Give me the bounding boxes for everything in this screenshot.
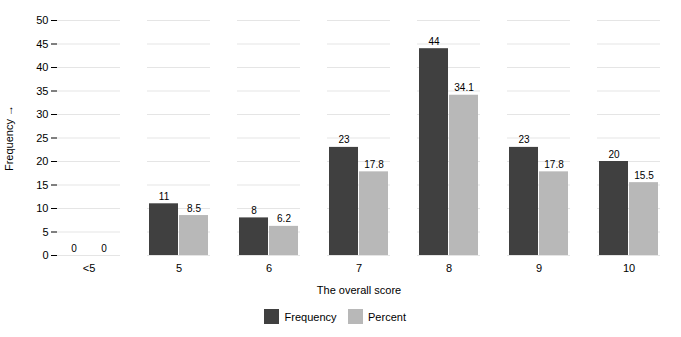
svg-text:The overall score: The overall score bbox=[317, 284, 401, 296]
svg-text:20: 20 bbox=[36, 155, 48, 167]
svg-text:17.8: 17.8 bbox=[544, 159, 564, 170]
svg-text:<5: <5 bbox=[83, 262, 96, 274]
svg-text:25: 25 bbox=[36, 132, 48, 144]
svg-text:7: 7 bbox=[356, 262, 362, 274]
svg-text:8.5: 8.5 bbox=[187, 203, 201, 214]
svg-text:8: 8 bbox=[446, 262, 452, 274]
svg-text:15: 15 bbox=[36, 179, 48, 191]
svg-text:0: 0 bbox=[71, 243, 77, 254]
svg-text:44: 44 bbox=[428, 36, 440, 47]
svg-text:17.8: 17.8 bbox=[364, 159, 384, 170]
html-text:Percent: Percent bbox=[368, 310, 406, 323]
svg-text:45: 45 bbox=[36, 38, 48, 50]
html-text:Frequency: Frequency bbox=[284, 310, 337, 323]
svg-text:0: 0 bbox=[42, 249, 48, 261]
svg-text:23: 23 bbox=[338, 134, 350, 145]
svg-text:40: 40 bbox=[36, 61, 48, 73]
svg-text:9: 9 bbox=[536, 262, 542, 274]
svg-text:8: 8 bbox=[251, 205, 257, 216]
svg-text:15.5: 15.5 bbox=[634, 170, 654, 181]
svg-text:6: 6 bbox=[266, 262, 272, 274]
svg-text:35: 35 bbox=[36, 85, 48, 97]
svg-text:5: 5 bbox=[42, 226, 48, 238]
svg-text:11: 11 bbox=[159, 191, 170, 202]
svg-text:5: 5 bbox=[176, 262, 182, 274]
svg-text:30: 30 bbox=[36, 108, 48, 120]
svg-text:10: 10 bbox=[623, 262, 635, 274]
svg-text:10: 10 bbox=[36, 202, 48, 214]
svg-text:0: 0 bbox=[101, 243, 107, 254]
svg-text:6.2: 6.2 bbox=[277, 213, 291, 224]
svg-text:Frequency →: Frequency → bbox=[3, 105, 15, 171]
svg-text:20: 20 bbox=[608, 149, 620, 160]
svg-text:23: 23 bbox=[518, 134, 530, 145]
svg-text:50: 50 bbox=[36, 14, 48, 26]
svg-text:34.1: 34.1 bbox=[454, 82, 474, 93]
